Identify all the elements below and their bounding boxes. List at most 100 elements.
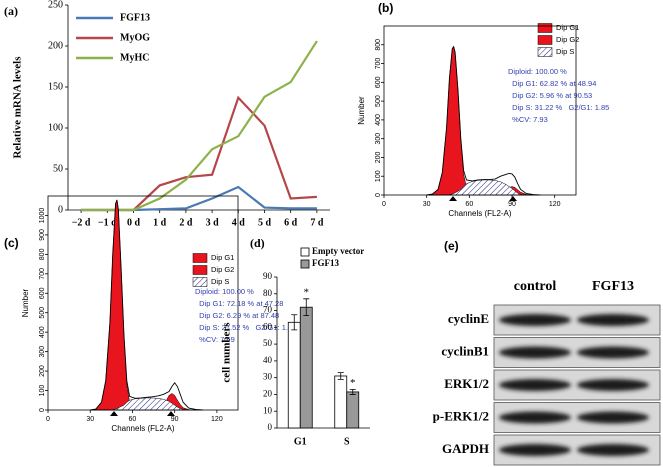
y-tick-label: 200 [39, 365, 46, 377]
error-bar [337, 372, 344, 380]
y-tick-label: 60 [263, 321, 273, 331]
row-label: cyclinE [448, 311, 489, 326]
y-tick-label: 800 [375, 39, 382, 51]
x-tick-label: 6 d [284, 217, 298, 228]
y-tick-label: 70 [263, 305, 273, 315]
y-tick-label: 10 [263, 405, 273, 415]
x-tick-label: 30 [86, 416, 94, 423]
y-tick-label: 100 [375, 170, 382, 182]
blot-band [499, 379, 571, 391]
column-label: control [514, 279, 557, 294]
outline [426, 45, 541, 196]
peak-markers [110, 196, 517, 416]
y-tick-label: 0 [39, 408, 46, 412]
y-tick-label: 100 [48, 122, 63, 133]
panel-label: (b) [378, 1, 393, 15]
legend-label: FGF13 [120, 12, 150, 23]
x-tick-label: 0 d [127, 217, 141, 228]
x-axis-label: Channels (FL2-A) [111, 424, 174, 433]
x-axis-label: Channels (FL2-A) [448, 209, 511, 218]
stat-line: Diploid: 100.00 % [508, 67, 567, 76]
blot-band [499, 314, 571, 326]
x-tick-label: 3 d [206, 217, 220, 228]
x-tick-label: 30 [423, 201, 431, 208]
y-tick-label: 200 [48, 40, 63, 51]
x-tick-label: 120 [211, 416, 223, 423]
stat-line: %CV: 7.69 [195, 335, 235, 344]
legend-swatch [192, 253, 208, 263]
y-tick-label: 0 [268, 422, 273, 432]
y-tick-label: 300 [39, 346, 46, 358]
legend-swatch [537, 47, 553, 57]
y-tick-label: 1000 [39, 208, 46, 224]
y-tick-label: 30 [263, 372, 273, 382]
y-axis-label: Number [357, 96, 366, 125]
bar [334, 375, 348, 429]
x-tick-label: 7 d [310, 217, 324, 228]
y-tick-label: 300 [375, 133, 382, 145]
blot-band [577, 411, 649, 424]
significance: * [350, 377, 356, 389]
x-tick-label: 60 [465, 201, 473, 208]
stat-line: %CV: 7.93 [508, 115, 548, 124]
legend-swatch [300, 259, 310, 269]
legend-swatch [192, 265, 208, 275]
y-tick-label: 500 [375, 95, 382, 107]
y-axis-label: Relative mRNA levels [12, 56, 24, 159]
y-tick-label: 700 [39, 268, 46, 280]
legend-label: Dip S [211, 277, 229, 286]
legend-label: Dip G2 [211, 265, 234, 274]
row-label: ERK1/2 [444, 376, 489, 391]
panel-label: (a) [4, 4, 18, 18]
legend-label: Dip G1 [211, 253, 234, 262]
legend-label: Dip G1 [556, 23, 579, 32]
panel-label: (c) [4, 236, 19, 250]
stat-line: Dip S: 21.52 % G2/G1: 1.85 [195, 323, 296, 332]
stat-line: Dip S: 31.22 % G2/G1: 1.85 [508, 103, 609, 112]
legend-swatch [537, 35, 553, 45]
y-tick-label: 400 [375, 114, 382, 126]
panel-label: (e) [444, 239, 459, 253]
y-tick-label: 500 [39, 307, 46, 319]
x-tick-label: 1 d [153, 217, 167, 228]
y-tick-label: 50 [263, 338, 273, 348]
bar [299, 306, 313, 429]
legend-swatch [300, 247, 310, 257]
y-tick-label: 20 [263, 389, 273, 399]
bar [287, 321, 301, 429]
x-tick-label: G1 [294, 436, 307, 447]
blot-band [577, 346, 649, 359]
x-tick-label: 90 [171, 416, 179, 423]
y-tick-label: 600 [39, 287, 46, 299]
blot-band [577, 379, 649, 391]
legend-label: Empty vector [312, 246, 364, 256]
legend-label: Dip G2 [556, 35, 579, 44]
blot-band [499, 444, 571, 456]
x-tick-label: 60 [129, 416, 137, 423]
x-tick-label: S [344, 436, 350, 447]
y-tick-label: 400 [39, 326, 46, 338]
bar [346, 391, 360, 429]
x-tick-label: −1 d [98, 217, 117, 228]
column-label: FGF13 [592, 279, 634, 294]
significance: * [304, 286, 310, 298]
x-tick-label: −2 d [72, 217, 91, 228]
x-tick-label: 4 d [232, 217, 246, 228]
stat-line: Dip G1: 62.82 % at 48.94 [508, 79, 596, 88]
error-bar [303, 298, 310, 316]
stat-line: Dip G2: 5.96 % at 90.53 [508, 91, 592, 100]
legend-label: Dip S [556, 47, 574, 56]
y-tick-label: 250 [48, 0, 63, 10]
panel-label: (d) [250, 236, 265, 250]
x-tick-label: 0 [382, 201, 386, 208]
legend-label: MyHC [120, 52, 149, 63]
y-tick-label: 0 [375, 193, 382, 197]
plot-frame [47, 195, 239, 411]
stat-line: Dip G1: 72.18 % at 47.28 [195, 299, 283, 308]
area [90, 199, 203, 411]
plot-frame [383, 25, 577, 196]
y-tick-label: 700 [375, 58, 382, 70]
series-line [81, 95, 317, 212]
x-tick-label: 120 [549, 201, 561, 208]
